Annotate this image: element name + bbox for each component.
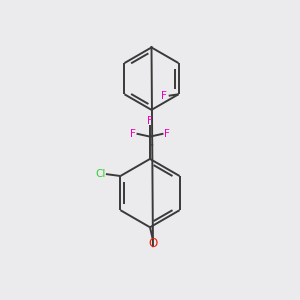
Text: O: O bbox=[148, 237, 158, 250]
Text: Cl: Cl bbox=[95, 169, 106, 179]
Text: F: F bbox=[130, 129, 136, 139]
Text: F: F bbox=[147, 116, 153, 126]
Text: F: F bbox=[164, 129, 170, 139]
Text: F: F bbox=[161, 91, 167, 101]
